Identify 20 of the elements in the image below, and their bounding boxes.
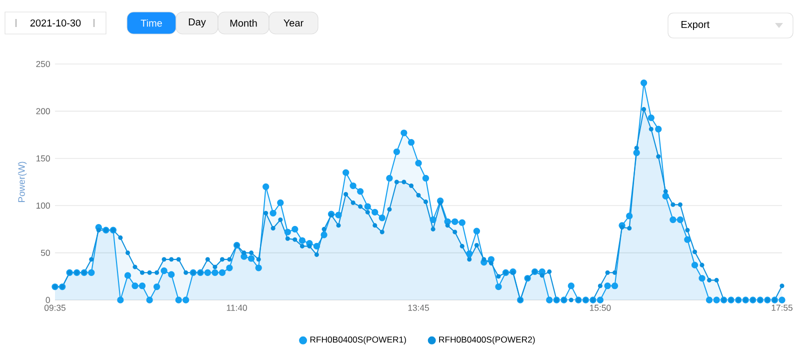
text: Export xyxy=(682,21,710,30)
x-tick-label: 13:45 xyxy=(408,304,429,311)
x-tick-label: 09:35 xyxy=(44,304,66,311)
y-tick-label: 250 xyxy=(36,60,50,68)
y-tick-label: 150 xyxy=(36,155,50,162)
y-axis-title: Power(W) xyxy=(18,162,27,202)
y-tick-label: 200 xyxy=(36,108,50,114)
text: Day xyxy=(188,18,206,28)
x-tick-label: 11:40 xyxy=(226,304,247,311)
text: Year xyxy=(284,20,304,27)
y-tick-label: 50 xyxy=(41,250,50,256)
text: 2021-10-30 xyxy=(30,20,81,27)
text: Month xyxy=(230,19,257,27)
x-tick-label: 15:50 xyxy=(590,304,611,311)
y-tick-label: 100 xyxy=(36,202,50,209)
y-tick-label: 0 xyxy=(46,296,50,304)
legend-label: RFH0B0400S(POWER1) xyxy=(310,336,406,344)
legend-label: RFH0B0400S(POWER2) xyxy=(439,336,535,344)
x-tick-label: 17:55 xyxy=(772,304,792,311)
text: Time xyxy=(140,19,162,27)
